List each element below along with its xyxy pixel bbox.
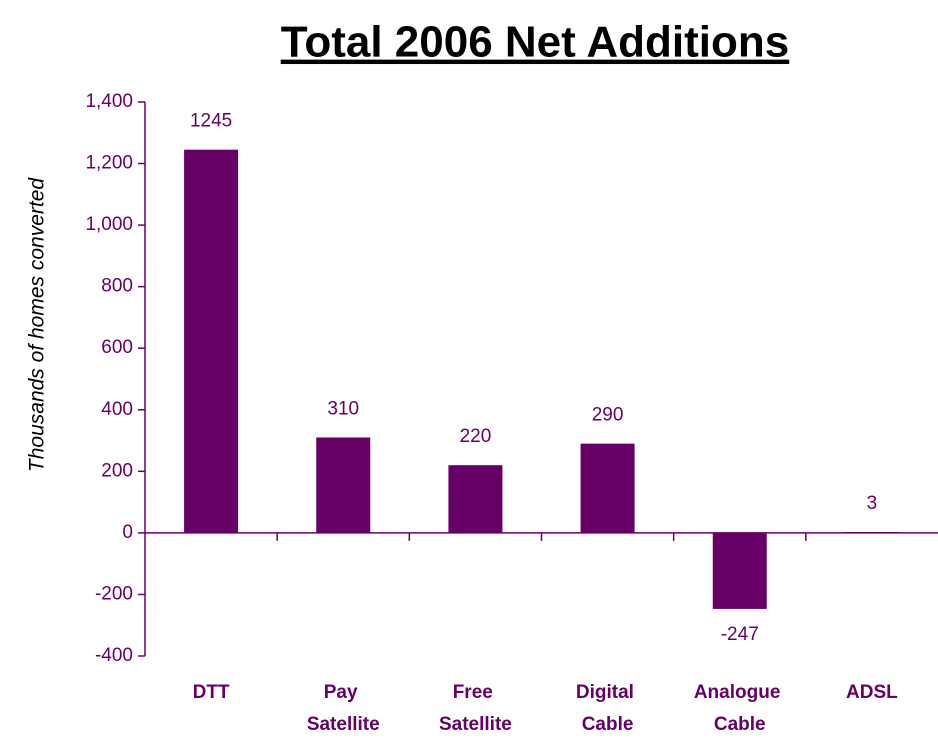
bar bbox=[316, 437, 371, 533]
x-tick-label: Digital Cable bbox=[576, 682, 639, 735]
value-label: 310 bbox=[327, 398, 359, 419]
x-tick-label: Free Satellite bbox=[439, 682, 512, 735]
value-label: 3 bbox=[867, 493, 878, 514]
x-tick-label: DTT bbox=[193, 682, 230, 703]
value-label: 1245 bbox=[190, 111, 232, 132]
value-label: -247 bbox=[721, 624, 759, 645]
x-tick-label: Analogue Cable bbox=[694, 682, 786, 735]
y-tick-label: 600 bbox=[101, 337, 133, 358]
y-axis-label: Thousands of homes converted bbox=[26, 177, 49, 472]
chart-title: Total 2006 Net Additions bbox=[281, 18, 790, 67]
y-tick-label: -200 bbox=[95, 583, 133, 604]
x-tick-label: ADSL bbox=[846, 682, 898, 703]
x-tick-label: Pay Satellite bbox=[307, 682, 380, 735]
value-label: 220 bbox=[460, 426, 492, 447]
y-tick-label: 800 bbox=[101, 276, 133, 297]
y-tick-label: 400 bbox=[101, 399, 133, 420]
bar bbox=[844, 531, 899, 533]
bar bbox=[448, 465, 503, 533]
y-tick-label: 0 bbox=[122, 522, 133, 543]
y-tick-label: 1,000 bbox=[85, 214, 133, 235]
bar bbox=[712, 532, 767, 609]
y-tick-label: 1,400 bbox=[85, 91, 133, 112]
y-tick-label: -400 bbox=[95, 645, 133, 666]
y-tick-label: 200 bbox=[101, 460, 133, 481]
bar bbox=[580, 443, 635, 533]
value-label: 290 bbox=[592, 405, 624, 426]
bar bbox=[184, 149, 239, 533]
y-tick-label: 1,200 bbox=[85, 153, 133, 174]
